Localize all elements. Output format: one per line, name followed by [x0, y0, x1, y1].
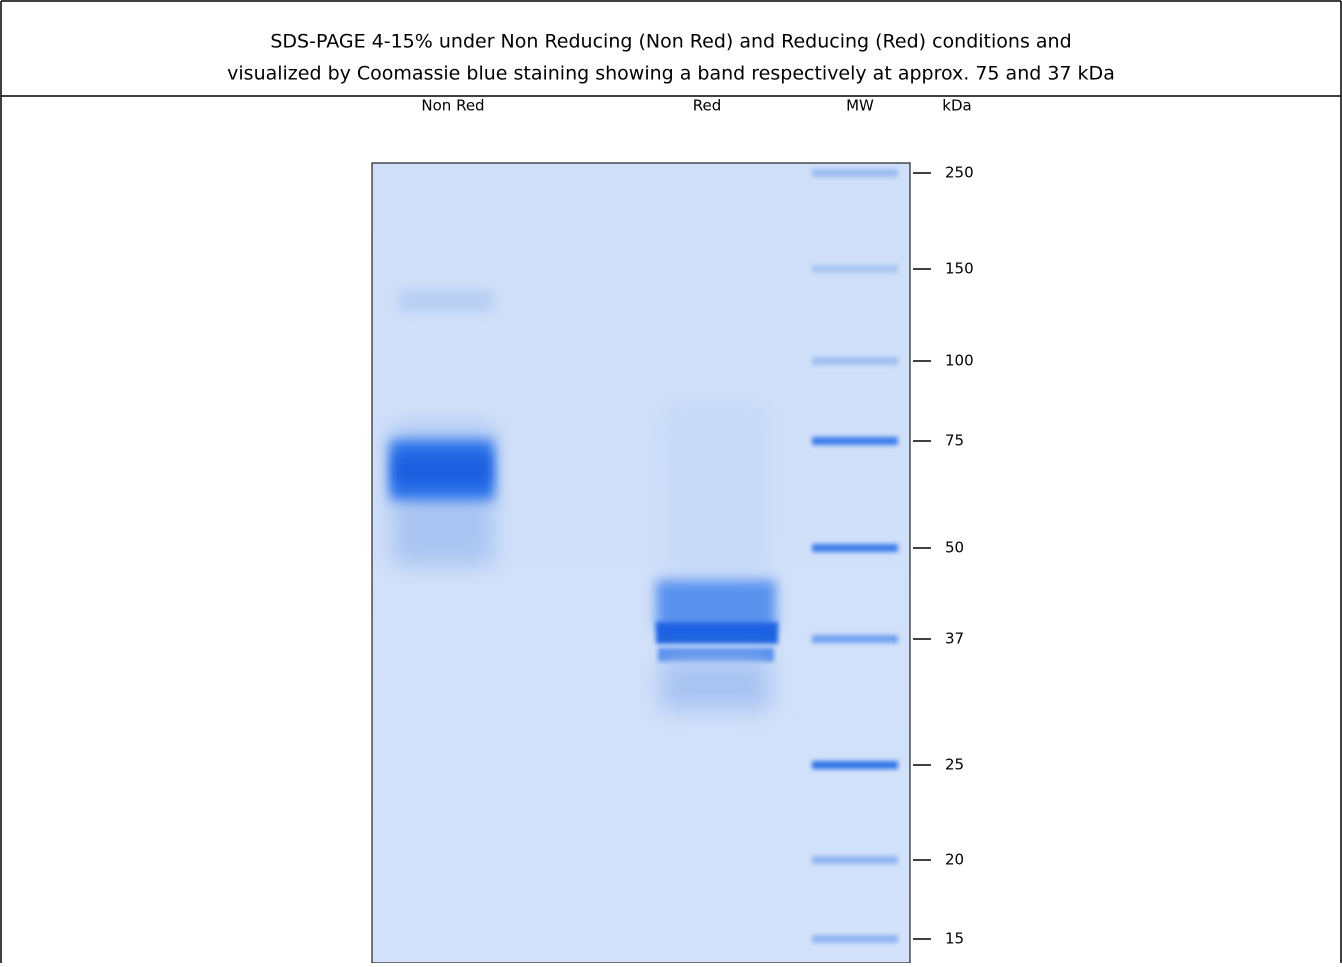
- gel: [372, 163, 910, 963]
- band-faint: [398, 290, 494, 312]
- marker-label: 25: [945, 756, 964, 774]
- band-core: [656, 622, 778, 644]
- marker-label: 15: [945, 930, 964, 948]
- ladder-band: [812, 635, 898, 643]
- marker-label: 250: [945, 164, 974, 182]
- marker-label: 100: [945, 352, 974, 370]
- ladder-band: [812, 856, 898, 864]
- caption-line: SDS-PAGE 4-15% under Non Reducing (Non R…: [270, 31, 1071, 53]
- lane-label: Red: [693, 97, 722, 115]
- ladder-band: [812, 544, 898, 552]
- caption-line: visualized by Coomassie blue staining sh…: [227, 63, 1115, 85]
- ladder-band: [812, 265, 898, 273]
- page: SDS-PAGE 4-15% under Non Reducing (Non R…: [0, 0, 1342, 963]
- ladder-band: [812, 761, 898, 769]
- band-smear: [660, 660, 770, 710]
- marker-scale: 250 150 100 75 50 37 25 20 15: [913, 164, 974, 948]
- ladder-band: [812, 169, 898, 177]
- unit-label: kDa: [942, 97, 971, 115]
- marker-label: 20: [945, 851, 964, 869]
- ladder-band: [812, 357, 898, 365]
- marker-label: 50: [945, 539, 964, 557]
- marker-label: 75: [945, 432, 964, 450]
- ladder-band: [812, 437, 898, 445]
- band-lower: [658, 648, 774, 662]
- ladder-band: [812, 935, 898, 943]
- marker-label: 37: [945, 630, 964, 648]
- band-core: [394, 455, 490, 485]
- lane-label: Non Red: [421, 97, 484, 115]
- lane-label: MW: [846, 97, 874, 115]
- figure: SDS-PAGE 4-15% under Non Reducing (Non R…: [0, 0, 1342, 963]
- marker-label: 150: [945, 260, 974, 278]
- band-smear: [660, 400, 770, 580]
